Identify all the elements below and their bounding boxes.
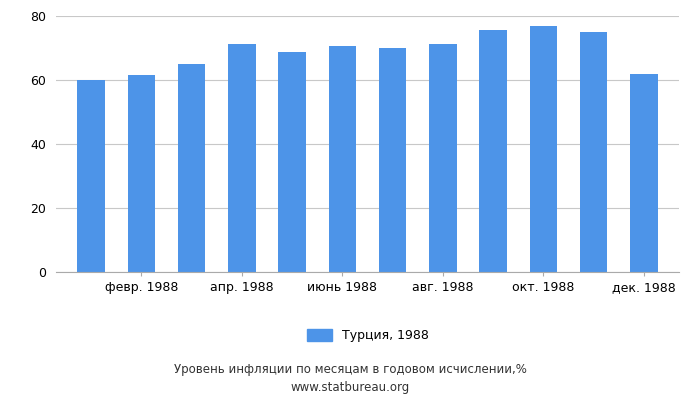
Text: Уровень инфляции по месяцам в годовом исчислении,%: Уровень инфляции по месяцам в годовом ис…	[174, 364, 526, 376]
Text: www.statbureau.org: www.statbureau.org	[290, 382, 410, 394]
Bar	[429, 44, 456, 272]
Bar	[480, 30, 507, 272]
Bar	[228, 44, 256, 272]
Bar	[580, 32, 608, 272]
Bar	[279, 52, 306, 272]
Bar	[379, 48, 407, 272]
Bar	[127, 75, 155, 272]
Bar	[529, 26, 557, 272]
Bar	[328, 46, 356, 272]
Bar	[630, 74, 657, 272]
Bar	[78, 80, 105, 272]
Legend: Турция, 1988: Турция, 1988	[302, 324, 433, 347]
Bar	[178, 64, 206, 272]
